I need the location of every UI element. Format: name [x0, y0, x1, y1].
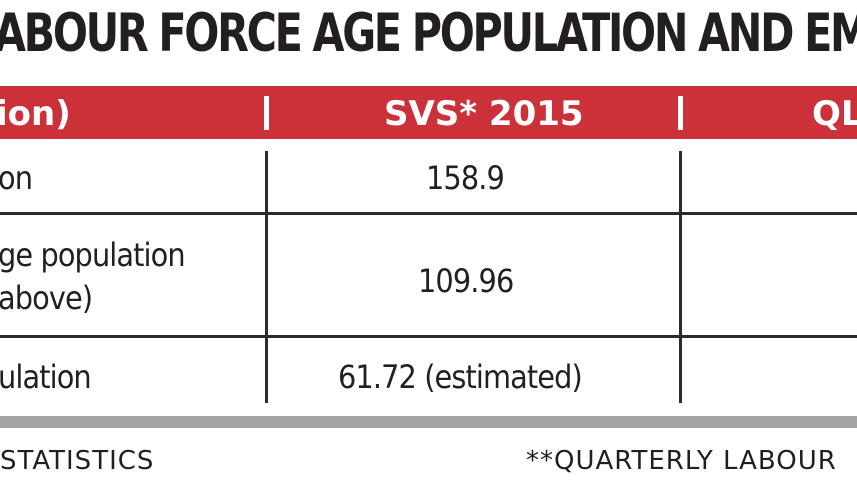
page-title: ABOUR FORCE AGE POPULATION AND EM [0, 3, 857, 64]
footer-source-left: STATISTICS [0, 446, 155, 476]
row-value: 109.96 [418, 262, 514, 300]
row-divider [0, 335, 857, 338]
row-value: 158.9 [426, 159, 505, 197]
footer-rule [0, 416, 857, 428]
header-col-svs: SVS* 2015 [384, 94, 584, 134]
header-col-unit: ion) [0, 94, 71, 134]
row-divider [0, 212, 857, 215]
row-label: on [0, 159, 33, 197]
column-divider [265, 151, 268, 403]
header-col-ql: QL [812, 94, 857, 134]
header-separator [264, 96, 269, 130]
row-label: ge population [0, 236, 186, 274]
table-header: ion) SVS* 2015 QL [0, 86, 857, 139]
header-separator [678, 96, 683, 130]
row-label: ulation [0, 358, 92, 396]
column-divider [679, 151, 682, 403]
row-value: 61.72 (estimated) [338, 358, 583, 396]
footer-source-right: **QUARTERLY LABOUR [526, 446, 837, 476]
row-label-continued: above) [0, 279, 93, 317]
